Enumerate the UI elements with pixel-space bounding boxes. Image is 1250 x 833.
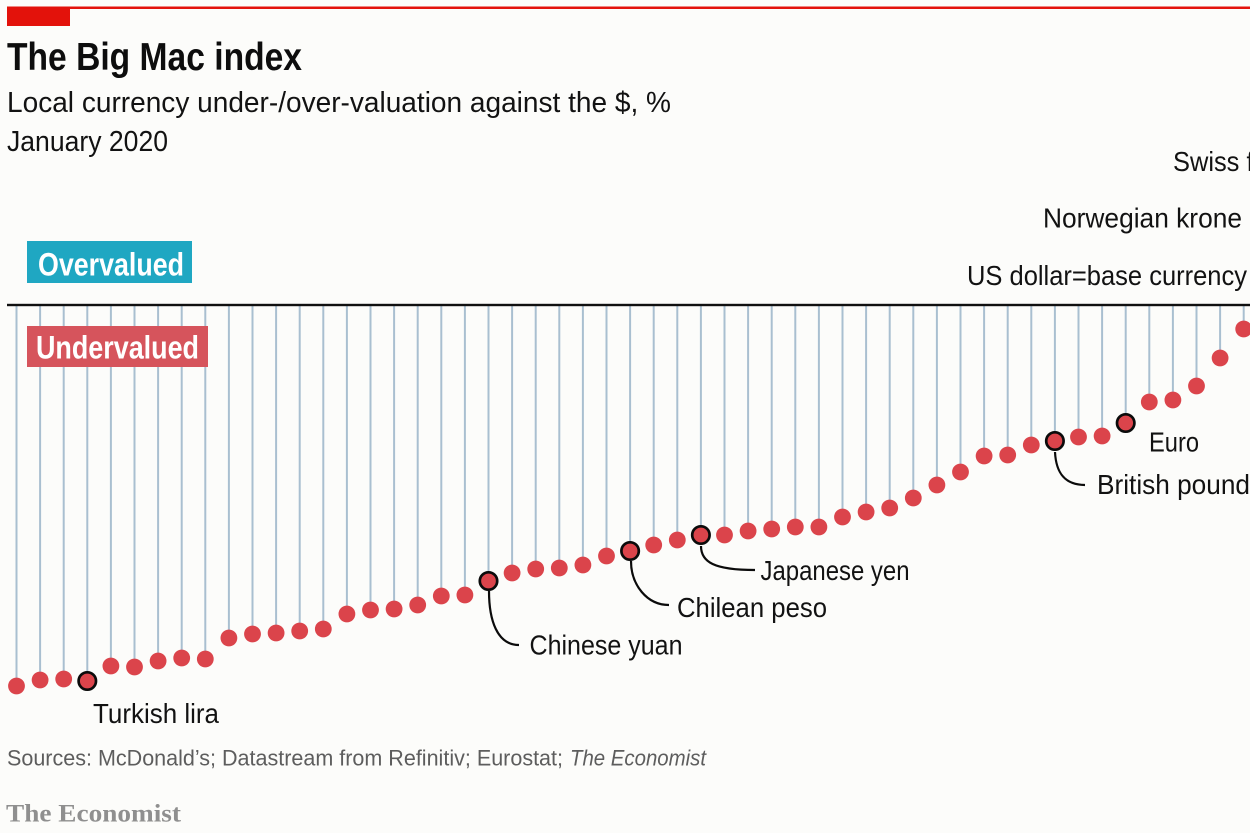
svg-text:British pound: British pound [1097,469,1250,500]
svg-text:The Big Mac index: The Big Mac index [7,36,302,79]
svg-text:Overvalued: Overvalued [38,247,184,283]
svg-text:The Economist: The Economist [570,746,708,771]
svg-text:Euro: Euro [1149,427,1199,458]
svg-text:Sources: McDonald’s; Datastrea: Sources: McDonald’s; Datastream from Ref… [7,746,563,771]
svg-text:Chinese yuan: Chinese yuan [530,629,683,660]
svg-text:Norwegian krone: Norwegian krone [1043,203,1242,234]
svg-text:Local currency under-/over-val: Local currency under-/over-valuation aga… [7,87,671,119]
svg-text:Chilean peso: Chilean peso [677,592,827,623]
svg-text:US dollar=base currency: US dollar=base currency [967,260,1247,291]
svg-text:Undervalued: Undervalued [36,330,199,366]
svg-text:Turkish lira: Turkish lira [93,698,219,729]
svg-text:Swiss franc: Swiss franc [1173,146,1250,177]
svg-text:Japanese yen: Japanese yen [761,555,910,586]
svg-text:The Economist: The Economist [6,800,182,827]
svg-text:January 2020: January 2020 [7,126,168,158]
